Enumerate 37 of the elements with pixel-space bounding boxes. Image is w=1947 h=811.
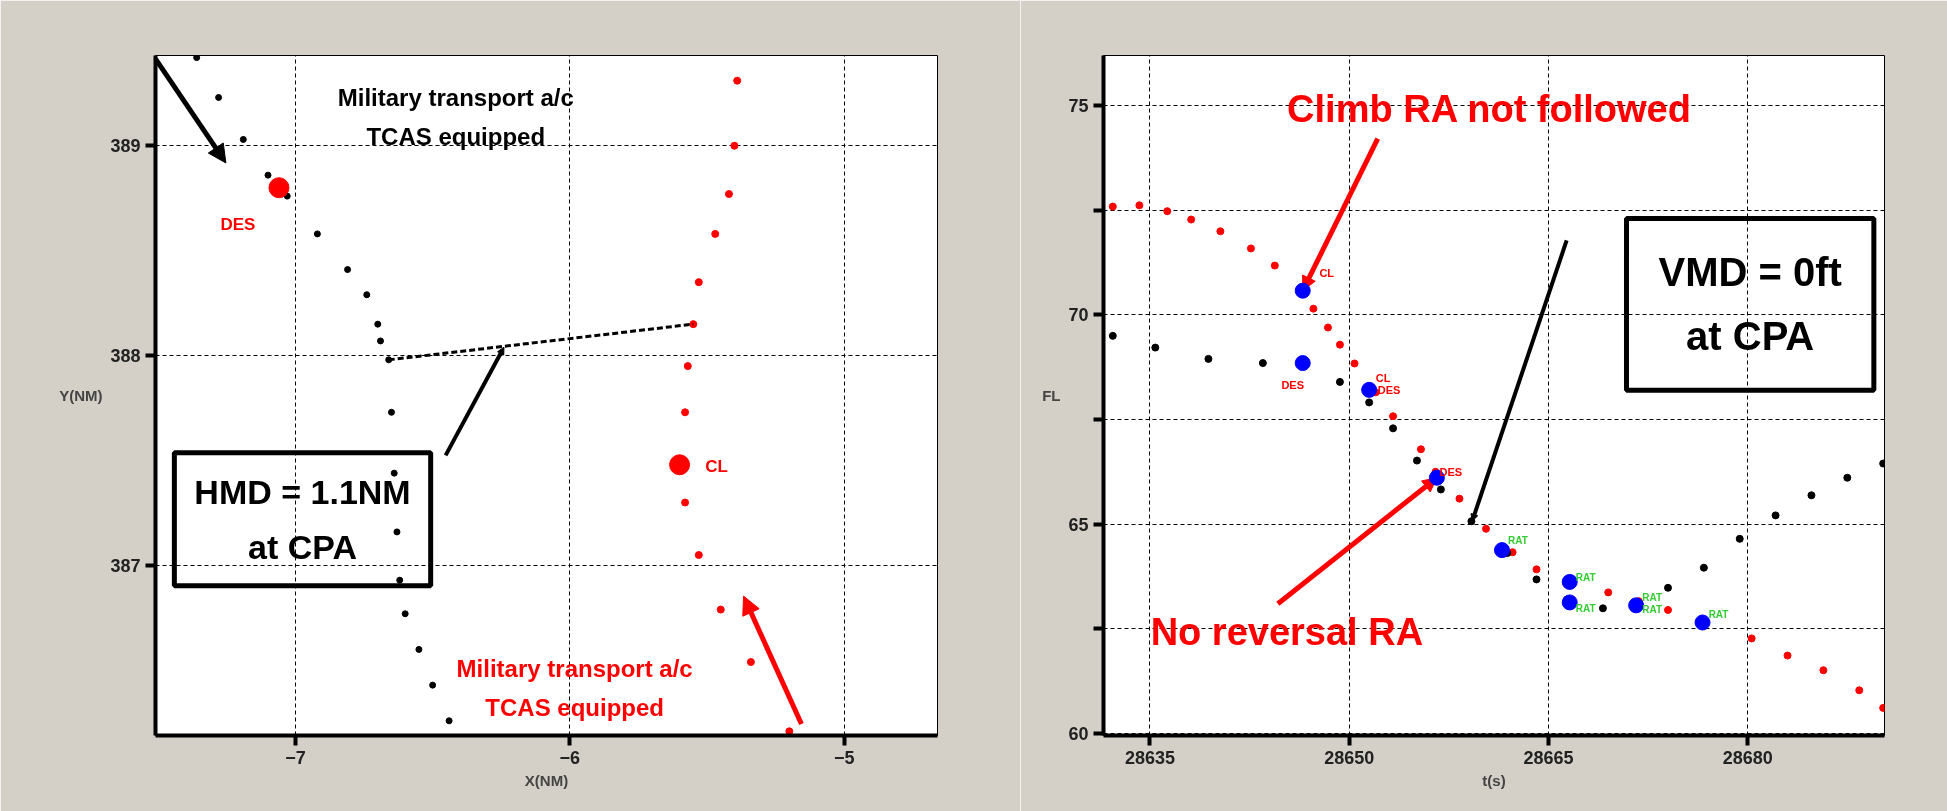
annotation: Climb RA not followed xyxy=(1287,87,1691,130)
annotation: Military transport a/c TCAS equipped xyxy=(456,654,693,721)
y-tick-label: 75 xyxy=(1068,96,1089,117)
annotation: VMD = 0ft at CPA xyxy=(1658,250,1842,359)
y-tick-label: 65 xyxy=(1068,514,1089,535)
x-axis-title: t(s) xyxy=(1482,771,1506,789)
x-tick-label: −7 xyxy=(285,747,306,768)
x-tick-label: 28635 xyxy=(1124,747,1176,768)
x-tick-label: −5 xyxy=(833,747,855,768)
annotation: No reversal RA xyxy=(1150,610,1424,653)
x-tick-label: −6 xyxy=(559,747,581,768)
y-tick-label: 70 xyxy=(1068,305,1089,326)
annotation: RAT xyxy=(1575,572,1596,584)
y-axis-title: FL xyxy=(1042,387,1061,404)
y-tick-label: 389 xyxy=(110,136,141,157)
annotation: DES xyxy=(220,215,256,235)
y-axis-title: Y(NM) xyxy=(59,387,103,404)
y-tick-label: 387 xyxy=(110,556,141,576)
annotation: RAT xyxy=(1508,534,1528,546)
annotation: RAT xyxy=(1575,602,1596,614)
annotation: CL xyxy=(1375,371,1391,384)
x-tick-label: 28680 xyxy=(1722,747,1773,768)
y-tick-label: 388 xyxy=(110,346,141,367)
annotation: DES xyxy=(1439,465,1463,478)
annotation: CL xyxy=(1319,266,1335,279)
annotation: Military transport a/c TCAS equipped xyxy=(337,84,574,151)
annotation: RAT xyxy=(1708,609,1729,621)
annotation: DES xyxy=(1281,379,1305,392)
annotation: DES xyxy=(1377,383,1401,396)
x-tick-label: 28650 xyxy=(1324,747,1375,768)
annotation: RAT xyxy=(1642,603,1663,615)
y-tick-label: 60 xyxy=(1068,723,1089,744)
annotation: CL xyxy=(705,457,728,477)
x-tick-label: 28665 xyxy=(1523,747,1574,768)
annotation: RAT xyxy=(1642,591,1663,603)
x-axis-title: X(NM) xyxy=(524,771,569,789)
annotation: HMD = 1.1NM at CPA xyxy=(194,472,411,566)
